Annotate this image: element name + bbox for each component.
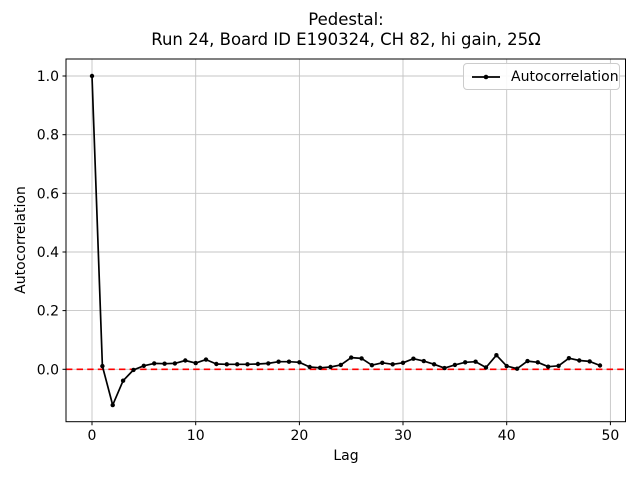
data-point-marker	[214, 361, 219, 367]
data-point-marker	[245, 362, 250, 367]
y-tick-label: 0.4	[37, 245, 59, 261]
x-tick-label: 0	[88, 428, 97, 444]
data-point-marker	[141, 363, 146, 368]
data-point-marker	[566, 356, 572, 361]
data-point-marker	[162, 361, 167, 366]
data-point-marker	[421, 358, 426, 364]
y-tick-label: 0.2	[37, 304, 59, 320]
data-point-marker	[442, 365, 447, 371]
data-point-marker	[452, 362, 458, 368]
data-point-marker	[255, 361, 261, 367]
data-point-marker	[463, 360, 468, 365]
data-point-marker	[276, 359, 281, 364]
data-point-marker	[349, 355, 354, 360]
data-point-marker	[587, 359, 592, 364]
data-point-marker	[546, 364, 551, 369]
x-tick-label: 20	[290, 428, 308, 444]
x-tick-label: 40	[498, 428, 516, 444]
data-point-marker	[411, 356, 416, 361]
data-point-marker	[317, 365, 323, 370]
y-tick-label: 0.0	[37, 362, 59, 378]
y-axis-label: Autocorrelation	[13, 186, 29, 294]
data-point-marker	[203, 357, 209, 362]
data-point-marker	[390, 362, 395, 367]
data-point-marker	[597, 363, 603, 368]
data-point-marker	[224, 362, 229, 367]
chart-title-line-1: Pedestal:	[308, 10, 384, 29]
data-point-marker	[328, 364, 333, 370]
y-tick-label: 1.0	[37, 69, 59, 85]
data-point-marker	[369, 363, 375, 368]
data-point-marker	[338, 362, 343, 368]
data-point-marker	[110, 402, 115, 408]
data-point-marker	[431, 362, 437, 367]
data-point-marker	[100, 363, 105, 369]
data-point-marker	[286, 359, 292, 364]
data-point-marker	[172, 361, 178, 366]
chart-title-line-2: Run 24, Board ID E190324, CH 82, hi gain…	[151, 29, 541, 49]
data-point-marker	[359, 356, 364, 361]
data-point-marker	[89, 73, 95, 79]
data-point-marker	[514, 366, 520, 371]
legend: Autocorrelation	[463, 63, 620, 90]
plot-border	[65, 58, 626, 423]
data-point-marker	[473, 359, 478, 364]
chart-title: Pedestal: Run 24, Board ID E190324, CH 8…	[66, 10, 626, 49]
data-point-marker	[525, 358, 530, 364]
data-point-marker	[504, 363, 509, 369]
data-point-marker	[494, 353, 499, 358]
data-point-marker	[120, 378, 126, 383]
x-axis-label: Lag	[333, 448, 359, 464]
data-point-marker	[131, 367, 136, 373]
data-point-marker	[307, 364, 312, 370]
data-point-marker	[483, 365, 489, 370]
data-point-marker	[556, 363, 561, 368]
y-tick-label: 0.6	[37, 186, 59, 202]
data-point-marker	[297, 360, 302, 365]
data-point-marker	[400, 360, 406, 365]
x-tick-label: 50	[601, 428, 619, 444]
data-point-marker	[183, 358, 188, 363]
autocorrelation-line	[91, 75, 601, 406]
x-tick-label: 30	[394, 428, 412, 444]
legend-line-marker-icon	[472, 74, 500, 79]
data-point-marker	[266, 361, 271, 366]
data-point-marker	[380, 360, 385, 365]
data-point-marker	[193, 360, 198, 366]
data-point-marker	[535, 360, 540, 365]
y-tick-label: 0.8	[37, 128, 59, 144]
data-point-marker	[577, 358, 582, 363]
legend-label: Autocorrelation	[511, 68, 619, 85]
data-point-marker	[235, 362, 240, 367]
data-point-marker	[152, 361, 157, 366]
x-tick-label: 10	[187, 428, 205, 444]
